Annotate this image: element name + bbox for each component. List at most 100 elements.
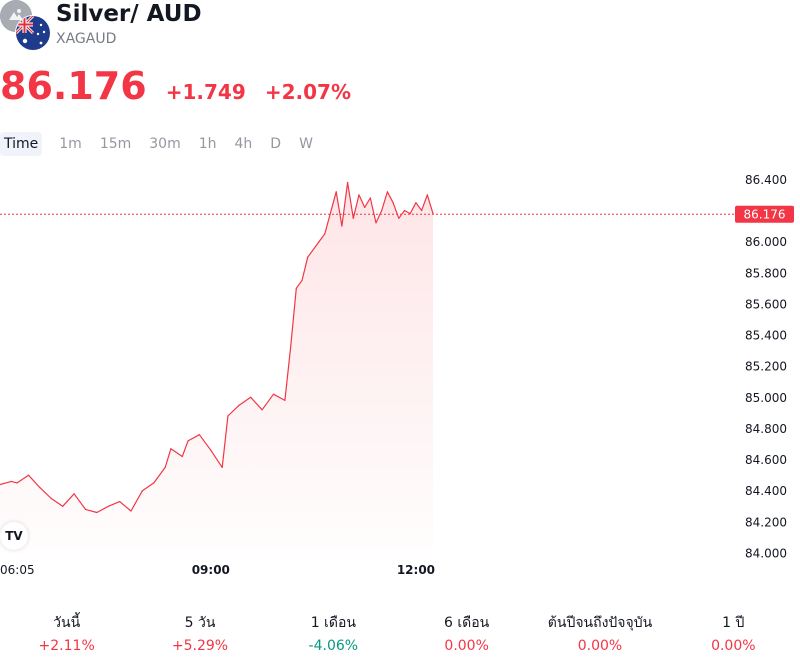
price-point: [107, 505, 109, 507]
price-point: [369, 197, 371, 199]
y-tick-label: 84.400: [745, 484, 787, 498]
price-point: [403, 209, 406, 212]
price-row: 86.176 +1.749 +2.07%: [0, 64, 351, 108]
price-point: [73, 493, 75, 495]
price-point: [187, 440, 189, 442]
price-point: [352, 217, 354, 219]
performance-value: 0.00%: [444, 638, 489, 654]
price-point: [16, 482, 18, 484]
price-point: [307, 256, 309, 258]
price-point: [198, 434, 201, 436]
price-change-percent: +2.07%: [264, 80, 352, 104]
x-tick-label: 06:05: [0, 563, 35, 577]
x-tick-label: 09:00: [192, 563, 230, 577]
symbol-ticker: XAGAUD: [56, 31, 117, 47]
performance-label: 6 เดือน: [444, 615, 490, 631]
y-tick-label: 85.600: [745, 297, 787, 311]
performance-value: +5.29%: [171, 638, 229, 654]
y-tick-label: 85.000: [745, 391, 787, 405]
price-point: [301, 279, 303, 282]
performance-label: 1 ปี: [722, 615, 745, 631]
price-point: [318, 241, 320, 243]
price-point: [170, 448, 172, 450]
interval-tab-1h[interactable]: 1h: [198, 136, 217, 152]
performance-today[interactable]: วันนี้ +2.11%: [0, 612, 133, 657]
performance-ytd[interactable]: ต้นปีจนถึงปัจจุบัน 0.00%: [533, 612, 666, 657]
performance-label: วันนี้: [53, 615, 81, 631]
performance-5-days[interactable]: 5 วัน +5.29%: [133, 612, 266, 657]
symbol-logo: [0, 0, 51, 51]
y-tick-label: 86.000: [745, 235, 787, 249]
price-point: [324, 233, 326, 235]
price-point: [272, 393, 275, 395]
price-change: +1.749: [165, 80, 246, 104]
interval-tab-30m[interactable]: 30m: [149, 136, 181, 152]
x-tick-label: 12:00: [397, 563, 435, 577]
symbol-title: Silver/ AUD: [56, 1, 202, 27]
y-tick-label: 85.200: [745, 360, 787, 374]
performance-value: +2.11%: [38, 638, 95, 654]
last-price-label: 86.176: [744, 208, 786, 222]
performance-value: 0.00%: [711, 638, 756, 654]
price-point: [364, 206, 366, 208]
price-point: [227, 415, 229, 417]
last-price-tag: [735, 205, 794, 223]
performance-1-month[interactable]: 1 เดือน -4.06%: [267, 612, 400, 657]
y-tick-label: 85.400: [745, 329, 787, 343]
price-point: [341, 225, 343, 227]
price-point: [221, 466, 223, 468]
price-point: [250, 396, 252, 398]
price-point: [84, 508, 87, 511]
price-point: [261, 409, 263, 411]
price-point: [62, 505, 64, 507]
price-chart[interactable]: 86.176 86.400 86.000 85.800 85.600 85.400 85.2…: [0, 170, 800, 586]
price-point: [27, 474, 30, 476]
last-price: 86.176: [0, 64, 147, 108]
price-point: [375, 222, 377, 224]
y-tick-label: 84.600: [745, 453, 787, 467]
price-point: [119, 501, 121, 503]
price-point: [381, 209, 383, 212]
price-point: [426, 194, 428, 196]
price-point: [181, 455, 183, 458]
interval-tab-1m[interactable]: 1m: [59, 136, 82, 152]
y-tick-label: 85.800: [745, 266, 787, 280]
price-point: [335, 191, 337, 193]
interval-tab-d[interactable]: D: [270, 136, 282, 152]
price-point: [295, 287, 297, 289]
price-point: [238, 404, 240, 406]
price-point: [386, 191, 389, 193]
price-point: [392, 202, 394, 204]
interval-tab-4h[interactable]: 4h: [234, 136, 253, 152]
performance-1-year[interactable]: 1 ปี 0.00%: [667, 612, 800, 657]
price-point: [289, 346, 292, 349]
australia-flag-icon: [15, 15, 51, 51]
interval-tab-time[interactable]: Time: [0, 132, 43, 156]
price-series-line: [0, 181, 434, 514]
y-tick-label: 84.200: [745, 515, 787, 529]
price-point: [50, 497, 52, 500]
performance-bar: วันนี้ +2.11% 5 วัน +5.29% 1 เดือน -4.06…: [0, 612, 800, 657]
price-point: [210, 449, 212, 451]
y-tick-label: 84.000: [745, 547, 787, 561]
price-point: [153, 482, 155, 484]
price-point: [346, 181, 349, 184]
price-area-fill: [0, 182, 433, 553]
performance-label: ต้นปีจนถึงปัจจุบัน: [547, 615, 653, 631]
performance-value: 0.00%: [577, 638, 623, 654]
performance-value: -4.06%: [308, 638, 359, 654]
price-point: [96, 511, 98, 514]
tradingview-logo[interactable]: TV: [0, 522, 28, 550]
price-point: [130, 510, 132, 512]
performance-6-months[interactable]: 6 เดือน 0.00%: [400, 612, 533, 657]
price-point: [398, 217, 400, 219]
price-point: [284, 399, 286, 402]
price-point: [10, 480, 12, 482]
y-tick-label: 84.800: [745, 422, 787, 436]
price-point: [141, 490, 144, 492]
price-point: [421, 209, 423, 212]
performance-label: 5 วัน: [184, 615, 216, 631]
interval-tab-w[interactable]: W: [299, 136, 313, 152]
interval-tab-15m[interactable]: 15m: [99, 136, 132, 152]
price-point: [358, 194, 360, 196]
